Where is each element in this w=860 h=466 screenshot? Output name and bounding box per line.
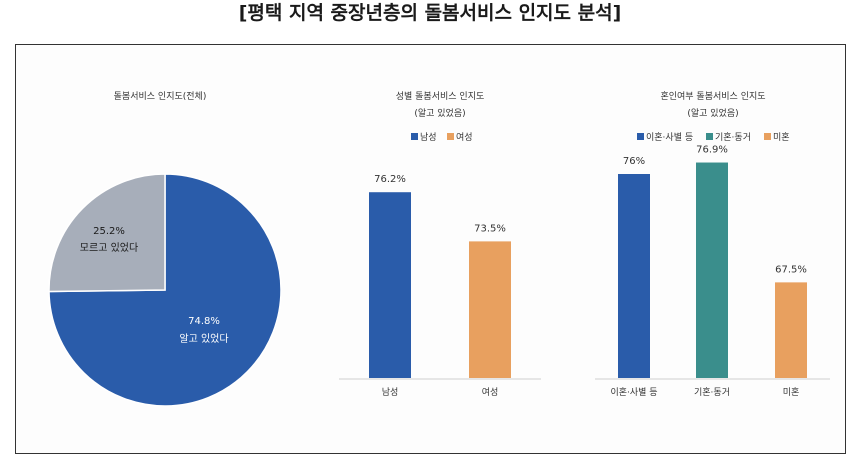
marital-chart-title: 혼인여부 돌봄서비스 인지도 [660,90,765,102]
marital-value-label-1: 76.9% [696,145,728,156]
gender-bar-chart: 성별 돌봄서비스 인지도 (알고 있었음) 남성 여성 76.2%남성73.5%여… [339,91,541,398]
marital-legend-label-0: 이혼·사별 등 [646,131,693,143]
gender-value-label-1: 73.5% [474,223,506,234]
pie-chart-title: 돌봄서비스 인지도(전체) [114,91,207,102]
marital-legend-swatch-1 [706,133,713,140]
marital-x-tick-1: 기혼·동거 [694,386,730,398]
marital-legend: 이혼·사별 등 기혼·동거 미혼 [637,131,790,143]
marital-bar-chart: 혼인여부 돌봄서비스 인지도 (알고 있었음) 이혼·사별 등 기혼·동거 미혼 7… [595,90,830,398]
gender-bar-0 [369,192,411,378]
marital-bar-0 [618,174,650,378]
pie-slice-0 [48,173,282,407]
gender-chart-title: 성별 돌봄서비스 인지도 [396,91,485,102]
marital-bar-2 [775,282,807,378]
gender-value-label-0: 76.2% [374,174,406,185]
marital-legend-label-1: 기혼·동거 [715,131,751,143]
marital-x-tick-0: 이혼·사별 등 [610,386,657,398]
gender-legend-label-0: 남성 [420,132,437,143]
marital-value-label-2: 67.5% [775,264,807,275]
marital-x-tick-2: 미혼 [783,386,800,398]
pie-label-unaware: 모르고 있었다 [80,242,138,254]
marital-bar-1 [696,162,728,378]
marital-legend-swatch-0 [637,133,644,140]
gender-x-tick-1: 여성 [482,386,499,398]
pie-label-aware: 알고 있었다 [179,333,228,345]
gender-legend-swatch-1 [447,133,454,140]
marital-legend-label-2: 미혼 [773,131,790,143]
gender-chart-subtitle: (알고 있었음) [414,107,465,119]
marital-legend-swatch-2 [764,133,771,140]
pie-label-value-aware: 74.8% [188,316,220,327]
gender-legend: 남성 여성 [411,131,473,143]
gender-bar-1 [469,241,511,378]
marital-chart-subtitle: (알고 있었음) [687,107,738,119]
pie-slice-1 [48,173,166,293]
gender-legend-swatch-0 [411,133,418,140]
gender-x-tick-0: 남성 [382,387,399,398]
marital-value-label-0: 76% [623,156,645,167]
pie-chart: 돌봄서비스 인지도(전체) 25.2% 모르고 있었다 74.8% 알고 있었다 [48,91,282,407]
pie-label-value-unaware: 25.2% [93,226,125,237]
gender-legend-label-1: 여성 [456,131,473,143]
page-title: [평택 지역 중장년층의 돌봄서비스 인지도 분석] [238,2,622,24]
